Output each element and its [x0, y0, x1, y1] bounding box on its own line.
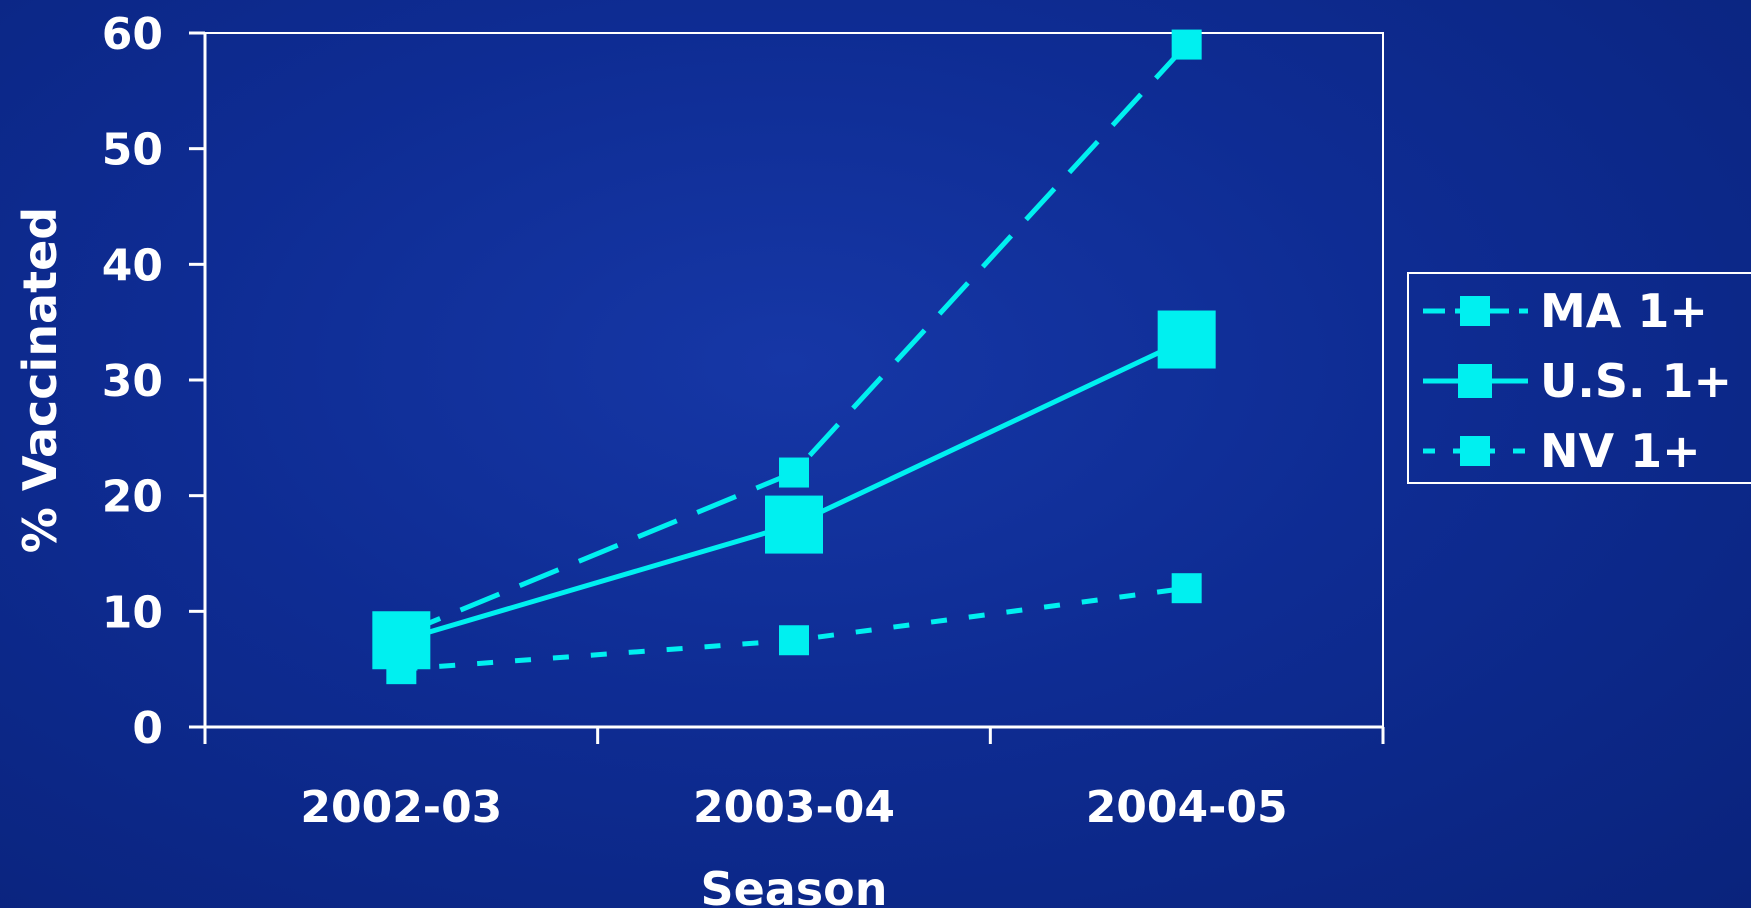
legend-marker-sample	[1460, 436, 1490, 466]
y-tick-label: 0	[132, 703, 163, 754]
legend-label: NV 1+	[1540, 424, 1701, 478]
data-point-marker	[386, 654, 417, 685]
legend: MA 1+ U.S. 1+ NV 1+	[1407, 272, 1751, 484]
y-tick-label: 60	[102, 9, 163, 60]
series-group	[372, 29, 1216, 685]
legend-item: NV 1+	[1423, 424, 1701, 478]
legend-item: MA 1+	[1423, 284, 1708, 338]
y-tick-label: 10	[102, 587, 163, 638]
legend-label: MA 1+	[1540, 284, 1708, 338]
y-tick-label: 20	[102, 472, 163, 523]
y-axis-title: % Vaccinated	[13, 207, 67, 553]
y-axis-ticks: 0 10 20 30 40 50 60	[102, 9, 205, 754]
legend-item: U.S. 1+	[1423, 354, 1732, 408]
x-axis-ticks: 2002-03 2003-04 2004-05	[203, 727, 1385, 833]
legend-marker-sample	[1460, 296, 1490, 326]
legend-box	[1407, 272, 1751, 484]
legend-marker-sample	[1458, 364, 1492, 398]
x-tick-label: 2004-05	[1086, 782, 1288, 833]
data-point-marker	[779, 625, 809, 656]
y-tick-label: 50	[102, 125, 163, 176]
x-axis-title: Season	[700, 862, 887, 908]
y-tick-label: 30	[102, 356, 163, 407]
data-point-marker	[1157, 310, 1216, 369]
series-line	[400, 337, 1188, 643]
x-tick-label: 2002-03	[300, 782, 502, 833]
series-1	[372, 310, 1216, 670]
legend-label: U.S. 1+	[1540, 354, 1732, 408]
series-2	[386, 573, 1202, 685]
y-tick-label: 40	[102, 240, 163, 291]
data-point-marker	[779, 457, 809, 488]
data-point-marker	[765, 495, 823, 554]
data-point-marker	[1171, 29, 1202, 60]
x-tick-label: 2003-04	[693, 782, 895, 833]
series-0	[386, 29, 1202, 650]
data-point-marker	[1171, 573, 1202, 604]
